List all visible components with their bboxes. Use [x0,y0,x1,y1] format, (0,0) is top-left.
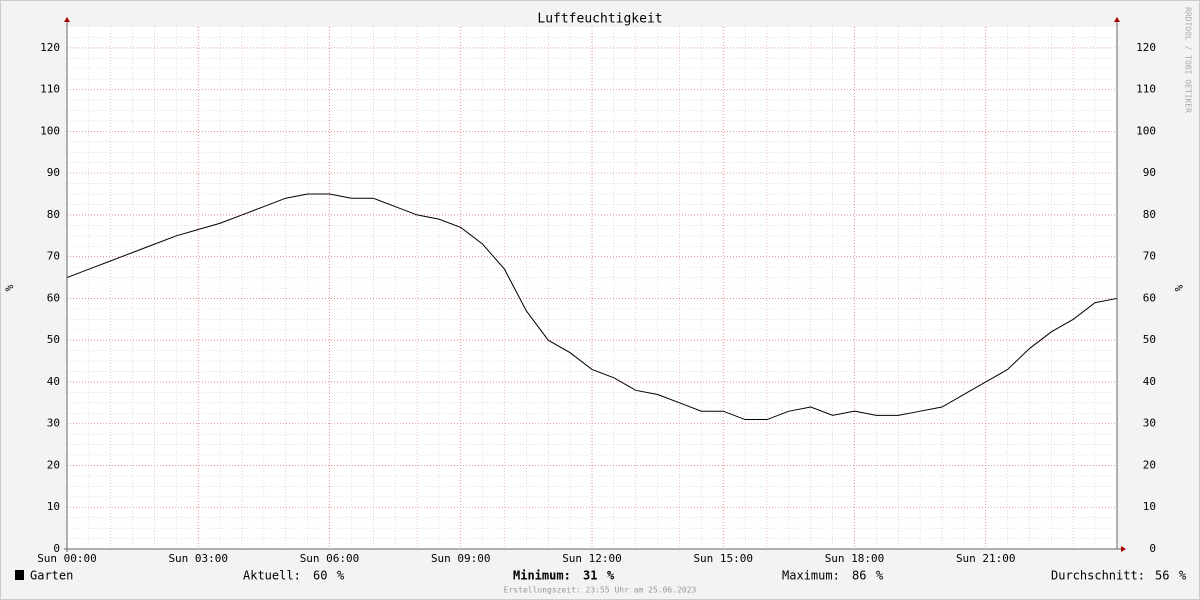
legend-swatch [15,570,24,580]
x-tick-label: Sun 15:00 [693,552,753,565]
y-tick-label: 110 [40,83,60,96]
y-tick-label-right: 60 [1143,291,1156,304]
stat-label: Aktuell: [243,569,301,583]
y-tick-label-right: 80 [1143,208,1156,221]
y-tick-label: 70 [47,250,60,263]
stat-value: 56 [1155,569,1169,583]
stat-value: 60 [313,569,327,583]
stat-unit: % [876,569,884,583]
x-tick-label: Sun 21:00 [956,552,1016,565]
footer: Erstellungszeit: 23:55 Uhr am 25.06.2023 [504,586,697,595]
stat-value: 31 [583,569,597,583]
stat-label: Minimum: [513,569,571,583]
axis-arrow [64,17,70,22]
y-tick-label-right: 100 [1136,124,1156,137]
x-tick-label: Sun 00:00 [37,552,97,565]
x-tick-label: Sun 09:00 [431,552,491,565]
y-tick-label: 60 [47,291,60,304]
y-tick-label: 100 [40,124,60,137]
y-tick-label-right: 30 [1143,417,1156,430]
y-tick-label: 20 [47,458,60,471]
legend-label: Garten [30,569,73,583]
y-tick-label: 30 [47,417,60,430]
y-tick-label: 80 [47,208,60,221]
y-tick-label-right: 50 [1143,333,1156,346]
y-axis-label: % [3,284,16,291]
stat-unit: % [607,569,615,583]
y-tick-label: 50 [47,333,60,346]
y-tick-label-right: 110 [1136,83,1156,96]
y-tick-label: 40 [47,375,60,388]
y-tick-label: 10 [47,500,60,513]
y-tick-label-right: 70 [1143,250,1156,263]
y-tick-label: 120 [40,41,60,54]
stat-unit: % [337,569,345,583]
axis-arrow [1114,17,1120,22]
y-tick-label-right: 90 [1143,166,1156,179]
x-tick-label: Sun 03:00 [168,552,228,565]
stat-unit: % [1179,569,1187,583]
y-tick-label-right: 10 [1143,500,1156,513]
y-tick-label: 0 [53,542,60,555]
y-tick-label: 90 [47,166,60,179]
x-tick-label: Sun 12:00 [562,552,622,565]
x-tick-label: Sun 18:00 [825,552,885,565]
y-tick-label-right: 120 [1136,41,1156,54]
watermark: RRDTOOL / TOBI OETIKER [1184,7,1193,113]
y-tick-label-right: 0 [1149,542,1156,555]
axis-arrow [1121,546,1126,552]
stat-label: Maximum: [782,569,840,583]
y-tick-label-right: 20 [1143,458,1156,471]
data-line [66,193,1118,421]
stat-value: 86 [852,569,866,583]
y-tick-label-right: 40 [1143,375,1156,388]
x-tick-label: Sun 06:00 [300,552,360,565]
stat-label: Durchschnitt: [1051,569,1145,583]
chart-title: Luftfeuchtigkeit [537,12,662,27]
y-axis-label-right: % [1172,285,1185,292]
